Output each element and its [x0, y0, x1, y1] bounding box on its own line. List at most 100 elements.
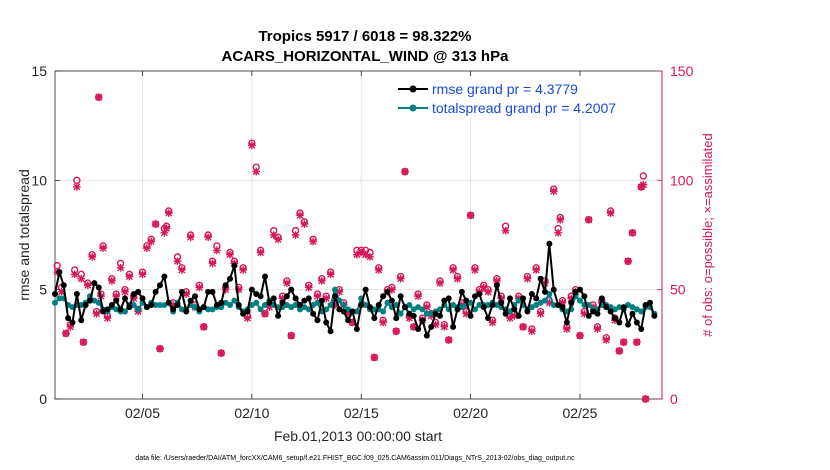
- obs-assimilated-point: [361, 250, 370, 259]
- obs-assimilated-point: [471, 266, 479, 274]
- rmse-point: [318, 297, 325, 304]
- obs-assimilated-point: [84, 281, 92, 290]
- obs-assimilated-point: [335, 288, 344, 296]
- obs-assimilated-point: [103, 314, 112, 322]
- rmse-point: [86, 297, 93, 304]
- x-tick-label: 02/15: [344, 405, 379, 421]
- obs-assimilated-point: [440, 323, 449, 331]
- totalspread-point: [353, 308, 360, 315]
- totalspread-point: [397, 310, 404, 317]
- obs-assimilated-point: [624, 257, 632, 266]
- totalspread-point: [231, 297, 238, 304]
- obs-assimilated-point: [510, 312, 519, 320]
- grid-lines: [55, 70, 662, 400]
- obs-assimilated-point: [326, 270, 335, 279]
- rmse-point: [349, 308, 356, 315]
- legend-box: [392, 76, 658, 118]
- obs-assimilated-point: [357, 248, 366, 257]
- legend-rmse-marker: [409, 85, 417, 93]
- rmse-point: [607, 308, 614, 315]
- obs-assimilated-point: [331, 301, 339, 309]
- totalspread-point: [135, 306, 142, 313]
- obs-assimilated-point: [296, 211, 304, 220]
- obs-assimilated-point: [619, 338, 628, 346]
- obs-assimilated-point: [77, 274, 86, 283]
- obs-assimilated-point: [374, 266, 383, 274]
- rmse-point: [65, 315, 72, 322]
- rmse-point: [620, 304, 627, 311]
- rmse-point: [506, 295, 513, 302]
- rmse-point: [568, 299, 575, 306]
- obs-assimilated-point: [528, 327, 536, 336]
- rmse-point: [95, 284, 102, 291]
- totalspread-point: [327, 301, 334, 308]
- rmse-point: [358, 301, 365, 308]
- rmse-point: [533, 295, 540, 302]
- x-tick-label: 02/05: [125, 405, 160, 421]
- rmse-point: [445, 295, 452, 302]
- y-right-tick-label: 150: [670, 63, 694, 79]
- data-file-footer: data file: /Users/raeder/DAI/ATM_forcXX/…: [135, 455, 575, 462]
- obs-assimilated-point: [556, 215, 565, 224]
- obs-assimilated-point: [204, 233, 212, 241]
- obs-assimilated-point: [116, 264, 125, 272]
- rmse-point: [633, 319, 640, 326]
- rmse-point: [467, 312, 474, 319]
- y-left-tick-label: 15: [31, 63, 47, 79]
- obs-assimilated-point: [388, 285, 396, 294]
- totalspread-point: [423, 310, 430, 317]
- obs-assimilated-point: [532, 266, 541, 274]
- rmse-point: [428, 323, 435, 330]
- obs-assimilated-point: [313, 292, 322, 301]
- obs-assimilated-point: [156, 344, 164, 353]
- rmse-point: [380, 293, 387, 300]
- obs-assimilated-point: [186, 233, 195, 241]
- obs-assimilated-point: [549, 187, 558, 196]
- rmse-point: [423, 332, 430, 339]
- totalspread-point: [226, 301, 233, 308]
- obs-assimilated-point: [615, 347, 624, 355]
- rmse-point: [279, 299, 286, 306]
- obs-assimilated-point: [217, 349, 226, 357]
- obs-assimilated-point: [401, 167, 409, 176]
- obs-assimilated-point: [138, 270, 147, 279]
- rmse-point: [611, 315, 618, 322]
- obs-assimilated-point: [143, 244, 151, 252]
- rmse-point: [288, 286, 295, 293]
- obs-assimilated-point: [160, 229, 169, 237]
- rmse-point: [266, 299, 273, 306]
- plot-area-frame: [54, 70, 663, 400]
- rmse-point: [139, 295, 146, 302]
- y-axis-left-ticks: 0 5 10 15: [31, 63, 60, 407]
- obs-assimilated-point: [423, 303, 431, 311]
- totalspread-point: [253, 299, 260, 306]
- obs-assimilated-point: [409, 323, 418, 331]
- rmse-point: [563, 319, 570, 326]
- rmse-point: [152, 288, 159, 295]
- obs-assimilated-point: [66, 323, 75, 331]
- obs-assimilated-point: [405, 314, 414, 322]
- rmse-point: [135, 288, 142, 295]
- rmse-point: [156, 282, 163, 289]
- totalspread-point: [380, 308, 387, 315]
- rmse-point: [108, 301, 115, 308]
- rmse-point: [292, 295, 299, 302]
- obs-assimilated-point: [239, 266, 247, 274]
- obs-assimilated-point: [506, 314, 514, 322]
- obs-assimilated-point: [431, 320, 440, 329]
- rmse-point: [410, 312, 417, 319]
- rmse-point: [117, 306, 124, 313]
- rmse-point: [69, 319, 76, 326]
- obs-assimilated-point: [195, 283, 204, 292]
- obs-assimilated-point: [287, 331, 296, 340]
- rmse-point: [170, 306, 177, 313]
- rmse-point: [450, 323, 457, 330]
- rmse-point: [485, 315, 492, 322]
- rmse-point: [458, 288, 465, 295]
- rmse-point: [524, 308, 531, 315]
- rmse-point: [541, 288, 548, 295]
- obs-assimilated-point: [576, 331, 584, 340]
- obs-assimilated-point: [243, 314, 252, 322]
- y-axis-left-label: rmse and totalspread: [16, 169, 32, 301]
- obs-assimilated-point: [523, 274, 532, 283]
